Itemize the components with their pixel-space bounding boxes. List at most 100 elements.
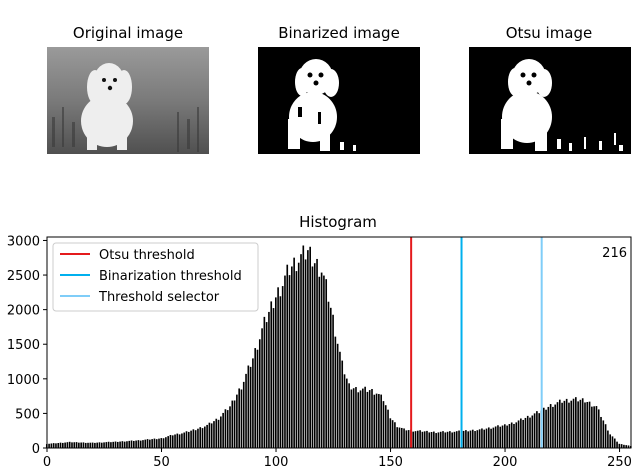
histogram-bar	[258, 339, 261, 448]
histogram-bar	[231, 400, 234, 448]
legend-label-selector: Threshold selector	[98, 290, 220, 305]
histogram-bar	[389, 418, 392, 448]
histogram-bar	[352, 388, 355, 448]
histogram-bar	[412, 431, 415, 448]
histogram-bar	[133, 440, 135, 448]
histogram-bar	[343, 374, 346, 448]
histogram-bar	[293, 257, 295, 448]
histogram-bar	[391, 420, 394, 448]
histogram-bar	[506, 425, 508, 448]
histogram-bar	[616, 441, 618, 448]
histogram-bar	[155, 439, 158, 448]
histogram-bar	[149, 439, 151, 448]
histogram-bar	[538, 413, 541, 448]
histogram-bar	[137, 440, 140, 448]
histogram-bar	[607, 430, 609, 448]
histogram-bar	[105, 442, 108, 448]
y-tick-label: 2000	[7, 304, 40, 319]
histogram-bar	[268, 311, 270, 448]
histogram-bar	[556, 402, 559, 448]
histogram-bar	[561, 402, 563, 448]
histogram-bar	[158, 438, 160, 448]
histogram-bar	[398, 427, 401, 448]
histogram-bar	[474, 431, 476, 448]
histogram-bar	[96, 442, 98, 448]
histogram-bar	[82, 442, 85, 448]
histogram-bar	[114, 441, 117, 448]
histogram-bar	[595, 406, 598, 448]
histogram-bar	[171, 435, 174, 448]
histogram-bar	[623, 444, 625, 448]
histogram-bar	[119, 441, 121, 448]
histogram-bar	[300, 254, 302, 448]
histogram-bar	[62, 442, 64, 448]
histogram-bar	[226, 410, 229, 448]
histogram-bar	[517, 420, 520, 448]
histogram-bar	[499, 426, 502, 448]
histogram-bar	[261, 328, 263, 448]
histogram-bar	[618, 443, 621, 448]
legend: Otsu threshold Binarization threshold Th…	[52, 242, 259, 312]
histogram-bar	[366, 391, 369, 448]
histogram-bar	[208, 422, 211, 448]
original-image-title: Original image	[72, 24, 184, 42]
histogram-bar	[165, 437, 167, 448]
histogram-bar	[302, 245, 305, 448]
histogram-bar	[572, 398, 575, 448]
histogram-bar	[130, 440, 133, 448]
histogram-bar	[284, 275, 286, 448]
histogram-bar	[48, 443, 50, 448]
histogram-bar	[80, 442, 82, 448]
y-tick-label: 3000	[7, 234, 40, 249]
histogram-bar	[309, 246, 311, 448]
histogram-bar	[504, 424, 506, 448]
histogram-bar	[91, 442, 94, 448]
histogram-bar	[375, 393, 378, 448]
histogram-bar	[371, 388, 373, 448]
histogram-bar	[444, 432, 447, 448]
histogram-bar	[513, 423, 515, 448]
histogram-bar	[430, 431, 433, 448]
histogram-bar	[437, 432, 440, 448]
histogram-bar	[75, 442, 78, 448]
y-tick-label: 1000	[7, 373, 40, 388]
histogram-bar	[593, 406, 595, 448]
histogram-bar	[320, 272, 323, 448]
histogram-bar	[327, 301, 330, 448]
y-tick-label: 0	[32, 442, 40, 457]
histogram-bar	[570, 400, 573, 448]
histogram-bar	[588, 401, 591, 448]
histogram-bar	[542, 407, 545, 448]
histogram-bar	[274, 297, 277, 448]
histogram-bar	[407, 430, 410, 448]
histogram-bar	[242, 381, 245, 448]
histogram-bar	[153, 438, 156, 448]
histogram-bar	[416, 430, 419, 448]
histogram-bar	[368, 390, 371, 448]
legend-label-binarization: Binarization threshold	[99, 269, 242, 284]
histogram-bar	[103, 442, 105, 448]
histogram-bar	[336, 343, 339, 448]
histogram-bar	[281, 286, 284, 448]
histogram-bar	[249, 366, 252, 448]
histogram-bar	[126, 441, 128, 448]
histogram-bar	[552, 406, 554, 448]
histogram-bar	[536, 411, 538, 448]
histogram-bar	[224, 409, 227, 448]
histogram-bar	[89, 442, 92, 448]
histogram-bar	[286, 264, 289, 448]
histogram-bar	[469, 430, 472, 448]
histogram-bar	[277, 287, 279, 448]
histogram-bar	[345, 378, 348, 448]
histogram-bar	[627, 445, 630, 448]
histogram-bar	[476, 430, 479, 448]
histogram-bar	[229, 406, 231, 448]
histogram-bar	[217, 419, 220, 448]
histogram-bar	[183, 432, 186, 448]
histogram-bar	[98, 442, 101, 448]
histogram-bar	[577, 401, 579, 448]
histogram-bar	[380, 394, 382, 448]
legend-box	[52, 242, 259, 312]
histogram-bar	[602, 420, 605, 448]
histogram-bar	[533, 413, 536, 448]
